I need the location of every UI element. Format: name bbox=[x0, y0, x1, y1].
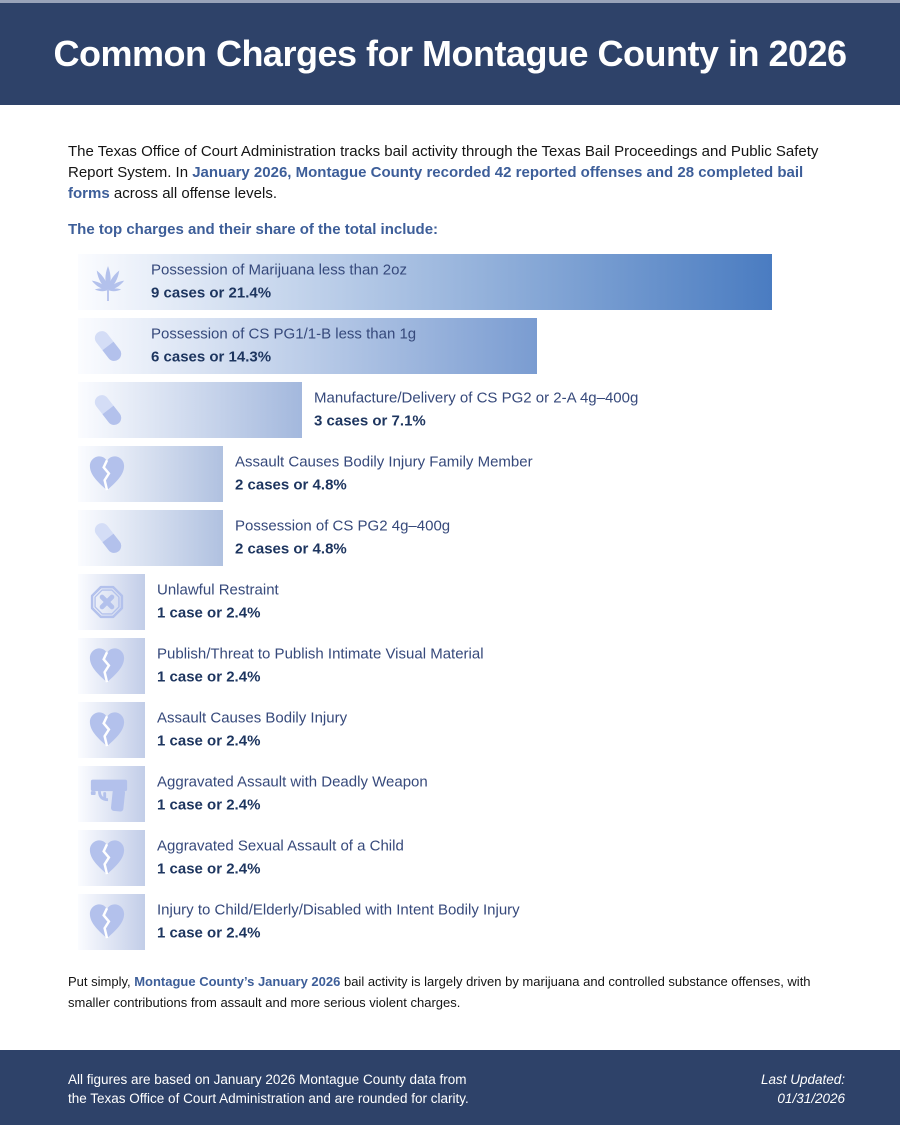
intro-text-post: across all offense levels. bbox=[109, 185, 277, 202]
charge-label: Injury to Child/Elderly/Disabled with In… bbox=[157, 901, 520, 919]
cannabis-leaf-icon bbox=[91, 266, 125, 301]
charge-label: Aggravated Sexual Assault of a Child bbox=[157, 837, 404, 855]
page-title: Common Charges for Montague County in 20… bbox=[53, 33, 847, 74]
charge-stat: 2 cases or 4.8% bbox=[235, 476, 347, 494]
bar bbox=[78, 574, 145, 630]
intro-paragraph: The Texas Office of Court Administration… bbox=[68, 141, 834, 204]
broken-heart-icon bbox=[89, 840, 125, 875]
chart-row: Possession of Marijuana less than 2oz 9 c… bbox=[78, 254, 832, 310]
chart-row: Manufacture/Delivery of CS PG2 or 2-A 4g… bbox=[78, 382, 832, 438]
summary-paragraph: Put simply, Montague County’s January 20… bbox=[68, 971, 834, 1013]
row-text: Manufacture/Delivery of CS PG2 or 2-A 4g… bbox=[314, 388, 638, 433]
charge-stat: 1 case or 2.4% bbox=[157, 924, 261, 942]
charge-stat: 6 cases or 14.3% bbox=[151, 348, 272, 366]
charge-label: Possession of CS PG1/1-B less than 1g bbox=[151, 325, 417, 343]
last-updated-label: Last Updated: bbox=[760, 1072, 845, 1087]
charge-stat: 3 cases or 7.1% bbox=[314, 412, 426, 430]
chart-row: Possession of CS PG2 4g–400g 2 cases or 4… bbox=[78, 510, 832, 566]
row-text: Unlawful Restraint 1 case or 2.4% bbox=[157, 580, 279, 625]
charge-label: Assault Causes Bodily Injury Family Memb… bbox=[235, 453, 533, 471]
bar bbox=[78, 766, 145, 822]
handgun-icon bbox=[90, 779, 128, 812]
charge-stat: 1 case or 2.4% bbox=[157, 668, 261, 686]
charge-stat: 1 case or 2.4% bbox=[157, 796, 261, 814]
charge-stat: 1 case or 2.4% bbox=[157, 732, 261, 750]
bar bbox=[78, 254, 772, 310]
summary-text-pre: Put simply, bbox=[68, 974, 135, 989]
row-text: Assault Causes Bodily Injury 1 case or 2.… bbox=[157, 708, 347, 753]
intro-highlight: January 2026, Montague County recorded 4… bbox=[68, 164, 804, 202]
charge-label: Publish/Threat to Publish Intimate Visua… bbox=[157, 645, 484, 663]
row-text: Possession of CS PG2 4g–400g 2 cases or 4… bbox=[235, 516, 450, 561]
intro-text-pre: The Texas Office of Court Administration… bbox=[68, 143, 819, 181]
charge-label: Manufacture/Delivery of CS PG2 or 2-A 4g… bbox=[314, 389, 639, 407]
charge-stat: 9 cases or 21.4% bbox=[151, 284, 272, 302]
bar bbox=[78, 318, 537, 374]
chart-row: Aggravated Assault with Deadly Weapon 1 c… bbox=[78, 766, 832, 822]
pill-icon bbox=[94, 395, 122, 425]
last-updated-date: 01/31/2026 bbox=[777, 1091, 845, 1106]
octagon-x-restraint-icon bbox=[90, 585, 124, 619]
footer-note-line1: All figures are based on January 2026 Mo… bbox=[68, 1072, 467, 1087]
row-text: Possession of Marijuana less than 2oz 9 c… bbox=[151, 260, 407, 305]
footer-note-line2: the Texas Office of Court Administration… bbox=[68, 1091, 469, 1106]
row-text: Injury to Child/Elderly/Disabled with In… bbox=[157, 900, 520, 945]
chart-row: Publish/Threat to Publish Intimate Visua… bbox=[78, 638, 832, 694]
chart-heading: The top charges and their share of the t… bbox=[68, 221, 439, 238]
broken-heart-icon bbox=[89, 904, 125, 939]
summary-text-post: bail activity is largely driven by marij… bbox=[68, 974, 811, 1010]
chart-row: Unlawful Restraint 1 case or 2.4% bbox=[78, 574, 832, 630]
last-updated: Last Updated: 01/31/2026 bbox=[761, 1070, 845, 1125]
chart-row: Aggravated Sexual Assault of a Child 1 ca… bbox=[78, 830, 832, 886]
charge-label: Aggravated Assault with Deadly Weapon bbox=[157, 773, 428, 791]
broken-heart-icon bbox=[89, 712, 125, 747]
row-text: Assault Causes Bodily Injury Family Memb… bbox=[235, 452, 533, 497]
charge-stat: 1 case or 2.4% bbox=[157, 604, 261, 622]
chart-row: Injury to Child/Elderly/Disabled with In… bbox=[78, 894, 832, 950]
footer-note: All figures are based on January 2026 Mo… bbox=[68, 1070, 469, 1125]
top-strip bbox=[0, 0, 900, 3]
pill-icon bbox=[94, 331, 122, 361]
chart-row: Possession of CS PG1/1-B less than 1g 6 c… bbox=[78, 318, 832, 374]
charge-stat: 2 cases or 4.8% bbox=[235, 540, 347, 558]
chart-row: Assault Causes Bodily Injury 1 case or 2.… bbox=[78, 702, 832, 758]
charge-stat: 1 case or 2.4% bbox=[157, 860, 261, 878]
content-area: The Texas Office of Court Administration… bbox=[0, 141, 900, 1013]
footer-banner: All figures are based on January 2026 Mo… bbox=[0, 1050, 900, 1125]
charge-label: Unlawful Restraint bbox=[157, 581, 279, 599]
row-text: Aggravated Assault with Deadly Weapon 1 c… bbox=[157, 772, 428, 817]
chart-rows: Possession of Marijuana less than 2oz 9 c… bbox=[78, 254, 832, 950]
pill-icon bbox=[94, 523, 122, 553]
broken-heart-icon bbox=[89, 648, 125, 683]
row-text: Possession of CS PG1/1-B less than 1g 6 c… bbox=[151, 324, 416, 369]
summary-highlight: Montague County’s January 2026 bbox=[134, 974, 341, 989]
row-text: Publish/Threat to Publish Intimate Visua… bbox=[157, 644, 484, 689]
broken-heart-icon bbox=[89, 456, 125, 491]
header-banner: Common Charges for Montague County in 20… bbox=[0, 3, 900, 105]
charge-label: Possession of CS PG2 4g–400g bbox=[235, 517, 451, 535]
charge-label: Possession of Marijuana less than 2oz bbox=[151, 261, 407, 279]
row-text: Aggravated Sexual Assault of a Child 1 ca… bbox=[157, 836, 404, 881]
charge-label: Assault Causes Bodily Injury bbox=[157, 709, 348, 727]
chart-row: Assault Causes Bodily Injury Family Memb… bbox=[78, 446, 832, 502]
